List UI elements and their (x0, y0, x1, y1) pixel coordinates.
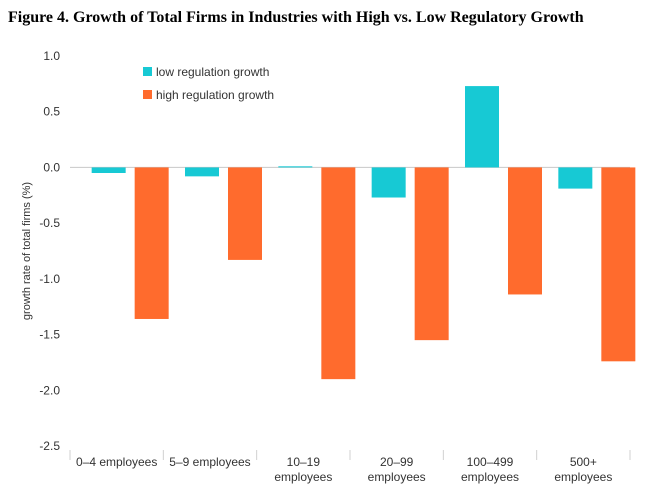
high-regulation-bar (414, 167, 449, 341)
y-tick-label: -2.5 (39, 439, 60, 453)
figure-title: Figure 4. Growth of Total Firms in Indus… (8, 9, 584, 26)
y-tick-label: -1.0 (39, 272, 60, 286)
y-tick-label: 1.0 (43, 49, 60, 63)
legend-swatch (143, 90, 152, 99)
x-tick-label-line: 10–19 (287, 455, 321, 469)
x-tick-label-line: 500+ (570, 455, 597, 469)
high-regulation-bar (508, 167, 542, 295)
x-tick-label: 100–499 employees (461, 455, 519, 484)
x-tick-label-line: employees (461, 470, 519, 484)
legend-label: high regulation growth (156, 88, 274, 102)
high-regulation-bar (134, 167, 169, 319)
x-tick-label-line: employees (554, 470, 612, 484)
y-tick-label: 0.0 (43, 160, 60, 174)
low-regulation-bar (558, 167, 593, 189)
y-axis-label: growth rate of total firms (%) (21, 182, 33, 320)
low-regulation-bar (91, 167, 126, 173)
high-regulation-bar (228, 167, 262, 260)
y-tick-label: -2.0 (39, 383, 60, 397)
low-regulation-bar (371, 167, 406, 198)
x-tick-label: 20–99 employees (368, 455, 426, 484)
x-tick-label-line: 100–499 (467, 455, 514, 469)
low-regulation-bar (465, 86, 499, 168)
legend-label: low regulation growth (156, 65, 269, 79)
y-tick-label: 0.5 (43, 105, 60, 119)
x-tick-label-line: 5–9 employees (169, 455, 250, 469)
x-tick-label-line: employees (368, 470, 426, 484)
y-tick-label: -0.5 (39, 216, 60, 230)
x-tick-label: 500+ employees (554, 455, 612, 484)
high-regulation-bar (601, 167, 636, 362)
y-tick-label: -1.5 (39, 328, 60, 342)
x-tick-label: 0–4 employees (76, 455, 157, 469)
x-tick-label-line: 20–99 (380, 455, 414, 469)
legend-swatch (143, 67, 152, 76)
x-tick-label: 5–9 employees (169, 455, 250, 469)
low-regulation-bar (185, 167, 219, 177)
x-tick-label-line: employees (274, 470, 332, 484)
high-regulation-bar (321, 167, 356, 380)
x-tick-label-line: 0–4 employees (76, 455, 157, 469)
x-tick-label: 10–19 employees (274, 455, 332, 484)
low-regulation-bar (278, 166, 313, 168)
